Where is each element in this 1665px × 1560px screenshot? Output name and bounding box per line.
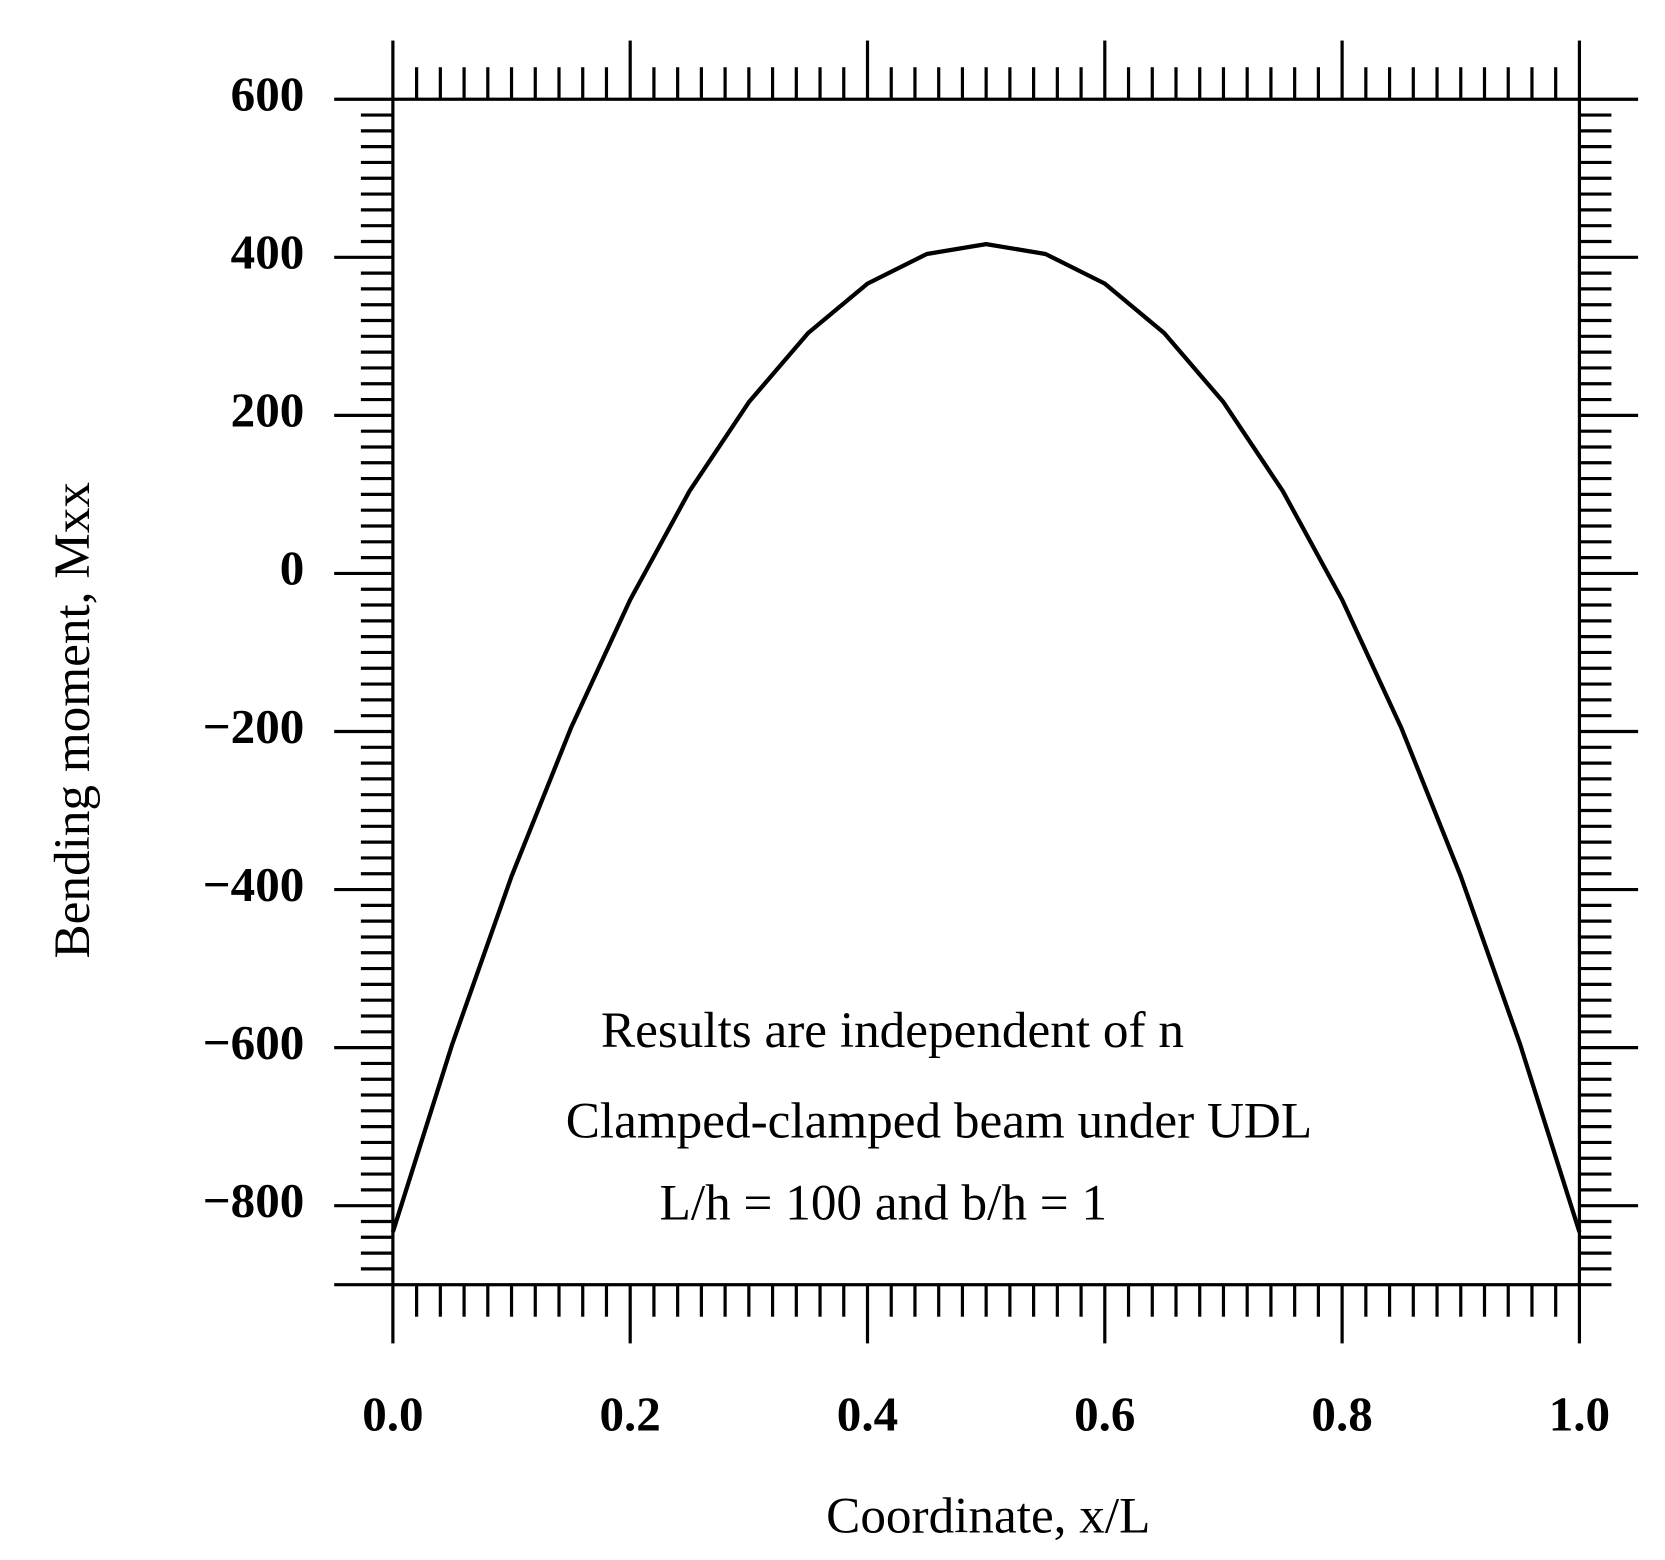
annotation: L/h = 100 and b/h = 1 [660,1175,1107,1232]
y-tick-label: −200 [203,699,305,754]
y-tick-label: 600 [231,66,305,121]
y-tick-label: 200 [231,383,305,438]
x-tick-label: 1.0 [1549,1386,1610,1441]
data-line [390,241,1582,1233]
x-tick-label: 0.0 [362,1386,423,1441]
x-tick-label: 0.8 [1311,1386,1372,1441]
annotation: Clamped-clamped beam under UDL [566,1092,1312,1149]
y-axis-label: Bending moment, Mxx [44,482,101,958]
y-tick-label: 0 [280,541,305,596]
x-axis-label: Coordinate, x/L [826,1487,1150,1544]
y-tick-label: −600 [203,1015,305,1070]
y-tick-label: 400 [231,225,305,280]
y-tick-label: −400 [203,857,305,912]
annotation: Results are independent of n [601,1002,1184,1059]
x-tick-label: 0.4 [837,1386,898,1441]
x-tick-label: 0.6 [1074,1386,1135,1441]
y-tick-label: −800 [203,1173,305,1228]
x-tick-label: 0.2 [600,1386,661,1441]
